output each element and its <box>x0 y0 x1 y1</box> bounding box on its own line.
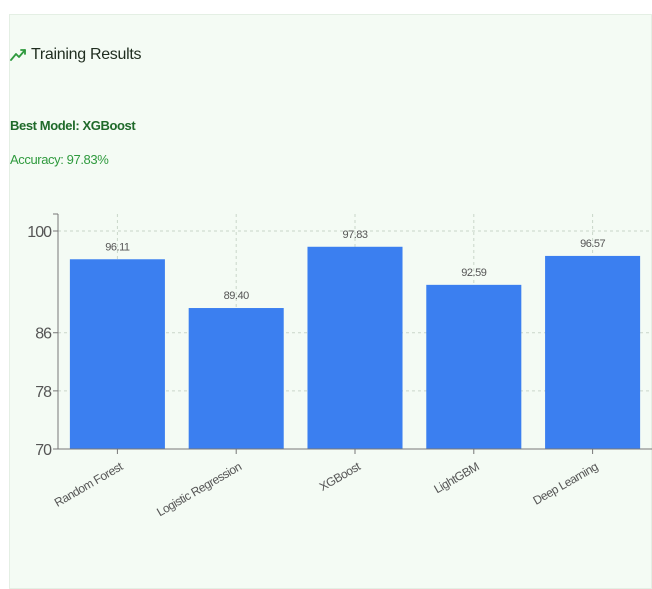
x-tick-label: Deep Learning <box>531 459 601 507</box>
accuracy-label: Accuracy: 97.83% <box>10 152 109 167</box>
x-tick-label: XGBoost <box>317 459 364 494</box>
trending-up-icon <box>10 49 26 61</box>
card-header: Training Results <box>10 46 142 64</box>
bar-deep-learning <box>545 255 641 449</box>
y-tick-label: 86 <box>35 326 52 343</box>
bar-random-forest <box>69 259 165 449</box>
bar-logistic-regression <box>188 308 284 449</box>
bar-xgboost <box>307 246 403 449</box>
bar-lightgbm <box>426 284 522 449</box>
x-tick-label: Logistic Regression <box>154 459 243 519</box>
data-label: 96.57 <box>580 238 605 250</box>
y-tick-label: 78 <box>35 384 52 401</box>
x-tick-label: Random Forest <box>52 459 126 510</box>
best-model-label: Best Model: XGBoost <box>10 118 136 133</box>
x-tick-label: LightGBM <box>432 459 482 496</box>
card-title: Training Results <box>31 46 142 63</box>
data-label: 89.40 <box>224 290 249 302</box>
y-tick-label: 70 <box>35 442 52 459</box>
y-tick-label: 100 <box>27 224 52 241</box>
data-label: 96.11 <box>105 241 130 253</box>
data-label: 97.83 <box>342 229 367 241</box>
data-label: 92.59 <box>461 267 486 279</box>
